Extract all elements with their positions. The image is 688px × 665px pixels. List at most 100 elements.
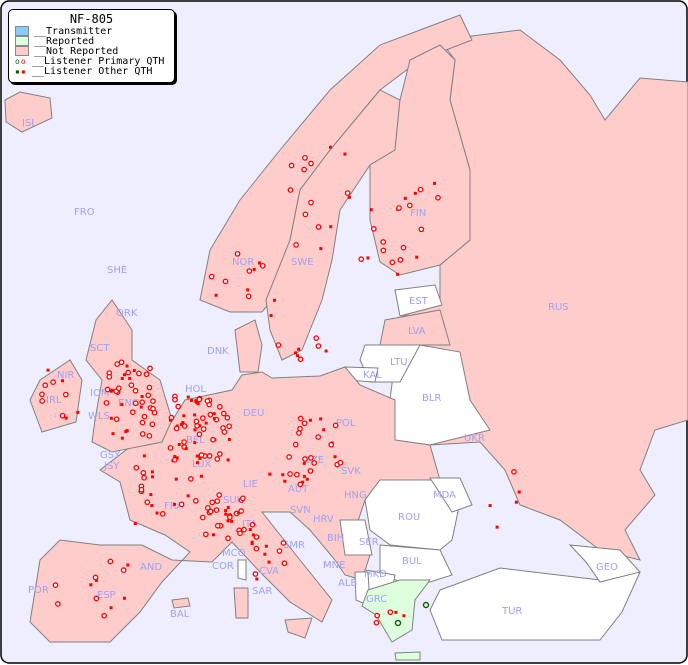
country-label-lva: LVA (408, 326, 426, 337)
listener-primary-marker (275, 342, 282, 348)
listener-primary-marker (139, 399, 146, 406)
country-label-pol: POL (336, 418, 356, 429)
listener-primary-marker (144, 499, 151, 506)
listener-primary-marker (204, 504, 211, 511)
country-label-mne: MNE (323, 560, 345, 571)
listener-other-marker (94, 578, 98, 582)
country-label-cor: COR (212, 561, 234, 572)
listener-primary-marker (147, 365, 153, 372)
country-label-isl: ISL (22, 118, 37, 129)
country-turkey (429, 567, 641, 641)
listener-other-marker (89, 583, 93, 587)
country-label-est: EST (409, 296, 429, 307)
country-label-mda: MDA (433, 490, 456, 501)
listener-other-marker (324, 349, 328, 353)
listener-primary-marker (120, 567, 127, 573)
listener-primary-marker (159, 511, 166, 517)
country-label-svk: SVK (341, 466, 361, 477)
listener-other-marker (226, 458, 230, 462)
listener-primary-marker (150, 398, 156, 405)
country-label-fin: FIN (410, 208, 426, 219)
country-latvia (379, 309, 451, 346)
listener-other-marker (224, 509, 228, 513)
listener-other-marker (281, 473, 285, 477)
country-sicily (284, 617, 313, 639)
listener-primary-marker (253, 545, 260, 552)
listener-primary-marker (374, 612, 380, 619)
listener-primary-marker (293, 471, 300, 478)
listener-primary-marker (281, 560, 288, 567)
listener-other-marker (269, 314, 273, 318)
country-label-ork: ORK (116, 308, 138, 319)
country-label-tur: TUR (501, 606, 522, 617)
listener-primary-marker (214, 498, 221, 504)
listener-other-marker (109, 606, 113, 610)
listener-primary-marker (293, 242, 299, 248)
listener-other-marker (296, 354, 300, 358)
listener-other-marker (224, 512, 228, 516)
listener-primary-marker (286, 454, 292, 460)
listener-primary-marker (389, 259, 396, 266)
listener-primary-marker (308, 199, 314, 206)
listener-primary-marker (133, 464, 140, 471)
listener-primary-marker (302, 155, 308, 161)
legend-reported: __Reported (9, 36, 174, 47)
legend-label: __Not Reported (34, 45, 119, 57)
listener-primary-marker (222, 278, 229, 285)
listener-primary-marker (234, 250, 241, 257)
listener-primary-marker (178, 501, 185, 508)
listener-other-marker (347, 195, 351, 199)
listener-other-marker (182, 414, 186, 418)
listener-primary-marker (181, 439, 187, 445)
country-label-dnk: DNK (207, 346, 229, 357)
listener-primary-marker (226, 423, 232, 430)
listener-primary-marker (332, 422, 339, 429)
listener-other-marker (297, 347, 301, 351)
listener-primary-marker (59, 412, 66, 419)
country-label-alb: ALB (338, 578, 357, 589)
listener-other-marker (402, 614, 406, 618)
listener-primary-marker (103, 400, 110, 406)
listener-primary-marker (358, 256, 365, 263)
listener-other-marker (194, 399, 198, 403)
listener-primary-marker (92, 574, 99, 581)
listener-primary-marker (129, 409, 136, 416)
listener-primary-marker (132, 387, 139, 394)
country-label-gsy: GSY (100, 450, 121, 461)
country-label-she: SHE (107, 265, 127, 276)
listener-other-marker (150, 504, 154, 508)
listener-other-marker (150, 470, 154, 474)
listener-other-marker (268, 472, 272, 476)
listener-primary-marker (315, 343, 322, 349)
listener-primary-marker (373, 619, 380, 626)
listener-other-marker (124, 430, 128, 434)
listener-primary-marker (52, 582, 59, 588)
legend-not-reported: __Not Reported (9, 45, 174, 57)
listener-primary-marker (101, 612, 108, 619)
listener-other-marker (212, 412, 216, 416)
listener-other-marker (111, 432, 115, 436)
listener-other-marker (174, 477, 178, 481)
country-label-hol: HOL (185, 384, 206, 395)
country-label-svn: SVN (290, 505, 311, 516)
listener-primary-marker (175, 403, 182, 410)
listener-primary-marker (240, 495, 246, 502)
listener-primary-marker (213, 507, 220, 513)
listener-other-marker (186, 494, 190, 498)
square-marker-icon: ▪▪ (15, 66, 27, 76)
listener-primary-marker (139, 431, 146, 437)
country-label-iom: IOM (90, 388, 109, 399)
listener-primary-marker (114, 361, 121, 367)
listener-primary-marker (207, 411, 214, 418)
listener-primary-marker (246, 268, 253, 274)
listener-primary-marker (308, 455, 314, 461)
listener-primary-marker (315, 224, 322, 230)
listener-other-marker (184, 447, 188, 451)
listener-other-marker (186, 395, 190, 399)
listener-primary-marker (187, 476, 194, 482)
listener-primary-marker (200, 426, 207, 432)
listener-primary-marker (54, 601, 61, 607)
listener-primary-marker (173, 425, 180, 432)
country-estonia (394, 284, 443, 317)
